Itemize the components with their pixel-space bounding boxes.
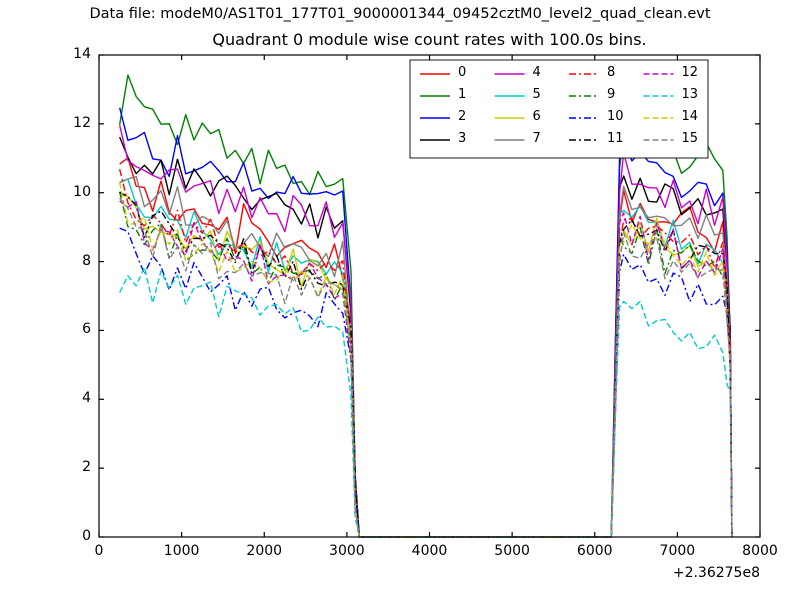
legend-label-13: 13 (681, 87, 699, 102)
legend-label-9: 9 (607, 87, 616, 102)
legend-label-1: 1 (458, 87, 467, 102)
series-line-13 (119, 266, 733, 538)
x-tick-label: 0 (94, 543, 104, 559)
x-axis-offset-text: +2.36275e8 (672, 565, 760, 581)
series-line-14 (118, 182, 733, 538)
legend-label-15: 15 (681, 131, 699, 146)
x-tick-label: 4000 (411, 543, 448, 559)
series-line-3 (119, 136, 733, 538)
legend-label-11: 11 (607, 131, 624, 146)
legend-label-8: 8 (607, 65, 616, 80)
legend-label-14: 14 (681, 109, 699, 124)
legend-box (409, 59, 709, 159)
series-lines (118, 74, 733, 538)
legend-label-6: 6 (532, 109, 541, 124)
y-tick-label: 0 (82, 528, 91, 544)
y-tick-label: 12 (73, 114, 91, 131)
series-line-12 (119, 200, 733, 538)
legend-label-10: 10 (607, 109, 624, 124)
x-tick-label: 1000 (163, 543, 200, 559)
series-line-15 (119, 197, 733, 538)
legend-label-12: 12 (681, 65, 699, 80)
y-tick-label: 10 (73, 183, 91, 200)
y-tick-label: 4 (82, 390, 91, 407)
series-line-10 (119, 227, 733, 538)
x-tick-label: 5000 (494, 543, 530, 559)
legend-label-2: 2 (458, 109, 467, 124)
legend-label-3: 3 (458, 131, 467, 146)
axes-spines-and-ticks (98, 54, 761, 538)
x-tick-label: 6000 (576, 543, 613, 559)
series-line-5 (119, 178, 733, 538)
legend-label-4: 4 (532, 65, 541, 80)
x-tick-label: 8000 (742, 543, 778, 559)
x-tick-label: 2000 (246, 543, 283, 559)
x-tick-label: 3000 (329, 543, 365, 559)
y-tick-label: 14 (73, 46, 91, 62)
x-tick-label: 7000 (659, 543, 696, 559)
y-tick-label: 6 (82, 321, 91, 338)
y-tick-label: 8 (82, 252, 91, 269)
y-tick-label: 2 (82, 459, 91, 476)
plot-title: Quadrant 0 module wise count rates with … (212, 30, 647, 49)
legend-label-5: 5 (532, 87, 541, 102)
legend-label-7: 7 (532, 131, 541, 146)
legend-label-0: 0 (458, 65, 467, 80)
series-line-4 (118, 125, 733, 538)
data-file-suptitle: Data file: modeM0/AS1T01_177T01_90000013… (89, 6, 711, 22)
